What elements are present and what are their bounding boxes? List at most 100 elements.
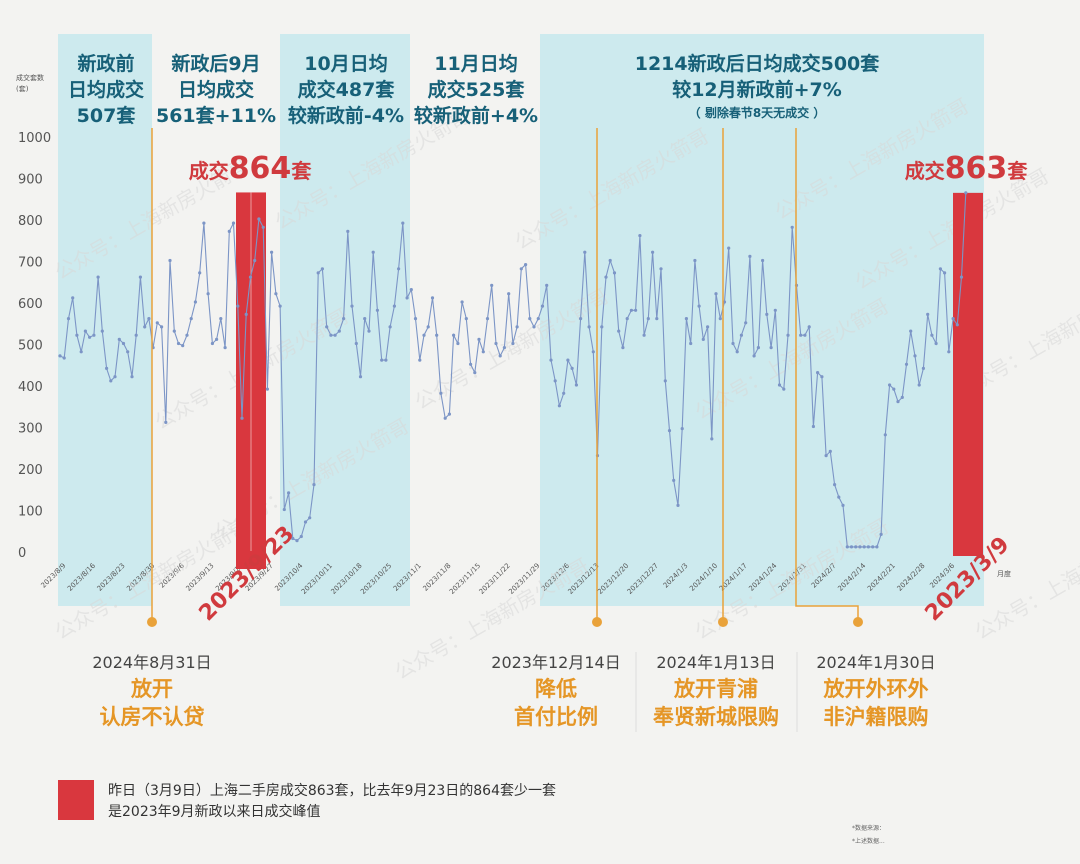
data-point xyxy=(613,271,616,274)
data-point xyxy=(740,334,743,337)
data-point xyxy=(456,342,459,345)
data-point xyxy=(909,330,912,333)
data-point xyxy=(215,338,218,341)
data-point xyxy=(63,356,66,359)
data-point xyxy=(880,533,883,536)
data-point xyxy=(643,334,646,337)
data-point xyxy=(875,545,878,548)
x-axis-label: 月度 xyxy=(997,569,1011,578)
data-point xyxy=(122,342,125,345)
data-point xyxy=(359,375,362,378)
data-point xyxy=(287,491,290,494)
data-point xyxy=(376,309,379,312)
data-point xyxy=(846,545,849,548)
data-point xyxy=(58,354,61,357)
data-point xyxy=(757,346,760,349)
watermark: 公众号：上海新房火箭哥 xyxy=(971,514,1080,645)
data-point xyxy=(812,425,815,428)
legend-text: 是2023年9月新政以来日成交峰值 xyxy=(108,803,321,820)
data-point xyxy=(431,296,434,299)
period-annotation: 较新政前-4% xyxy=(288,104,404,127)
data-point xyxy=(770,346,773,349)
data-point xyxy=(439,392,442,395)
data-point xyxy=(422,334,425,337)
data-point xyxy=(486,317,489,320)
data-point xyxy=(621,346,624,349)
data-point xyxy=(105,367,108,370)
data-point xyxy=(964,191,967,194)
data-point xyxy=(279,305,282,308)
y-axis-unit: (套) xyxy=(16,84,29,93)
period-annotation: 较12月新政前+7% xyxy=(672,78,842,101)
data-point xyxy=(545,284,548,287)
data-point xyxy=(185,334,188,337)
data-point xyxy=(240,417,243,420)
data-point xyxy=(638,234,641,237)
event-marker xyxy=(853,617,863,627)
data-point xyxy=(253,259,256,262)
data-point xyxy=(164,421,167,424)
y-tick-label: 700 xyxy=(18,256,43,271)
y-tick-label: 100 xyxy=(18,505,43,520)
data-point xyxy=(939,267,942,270)
data-point xyxy=(67,317,70,320)
data-point xyxy=(219,317,222,320)
data-point xyxy=(232,222,235,225)
event-title: 放开 xyxy=(130,677,173,701)
data-point xyxy=(338,330,341,333)
data-point xyxy=(257,217,260,220)
data-point xyxy=(913,354,916,357)
data-point xyxy=(520,267,523,270)
data-point xyxy=(126,350,129,353)
data-point xyxy=(943,271,946,274)
footnote: *上述数据... xyxy=(852,837,885,845)
data-point xyxy=(224,346,227,349)
data-point xyxy=(355,342,358,345)
period-annotation: 较新政前+4% xyxy=(414,104,538,127)
event-marker xyxy=(147,617,157,627)
data-point xyxy=(503,346,506,349)
data-point xyxy=(389,325,392,328)
data-point xyxy=(418,359,421,362)
data-point xyxy=(867,545,870,548)
data-point xyxy=(659,267,662,270)
data-point xyxy=(952,317,955,320)
data-point xyxy=(841,504,844,507)
data-point xyxy=(664,379,667,382)
data-point xyxy=(173,330,176,333)
period-annotation: 成交525套 xyxy=(428,78,526,101)
data-point xyxy=(494,342,497,345)
data-point xyxy=(571,367,574,370)
y-tick-label: 500 xyxy=(18,339,43,354)
data-point xyxy=(765,313,768,316)
data-point xyxy=(202,222,205,225)
data-point xyxy=(892,388,895,391)
data-point xyxy=(706,325,709,328)
data-point xyxy=(482,350,485,353)
data-point xyxy=(918,383,921,386)
data-point xyxy=(532,325,535,328)
data-point xyxy=(97,276,100,279)
data-point xyxy=(507,292,510,295)
data-point xyxy=(922,367,925,370)
data-point xyxy=(896,400,899,403)
peak-bar xyxy=(953,193,983,556)
data-point xyxy=(262,226,265,229)
data-point xyxy=(672,479,675,482)
data-point xyxy=(528,317,531,320)
y-tick-label: 600 xyxy=(18,297,43,312)
data-point xyxy=(926,313,929,316)
data-point xyxy=(143,325,146,328)
data-point xyxy=(863,545,866,548)
data-point xyxy=(554,379,557,382)
period-annotation: 11月日均 xyxy=(434,52,517,75)
event-date: 2024年1月13日 xyxy=(656,653,775,672)
data-point xyxy=(198,271,201,274)
data-point xyxy=(346,230,349,233)
data-point xyxy=(947,350,950,353)
data-point xyxy=(393,305,396,308)
data-point xyxy=(92,334,95,337)
data-point xyxy=(410,288,413,291)
